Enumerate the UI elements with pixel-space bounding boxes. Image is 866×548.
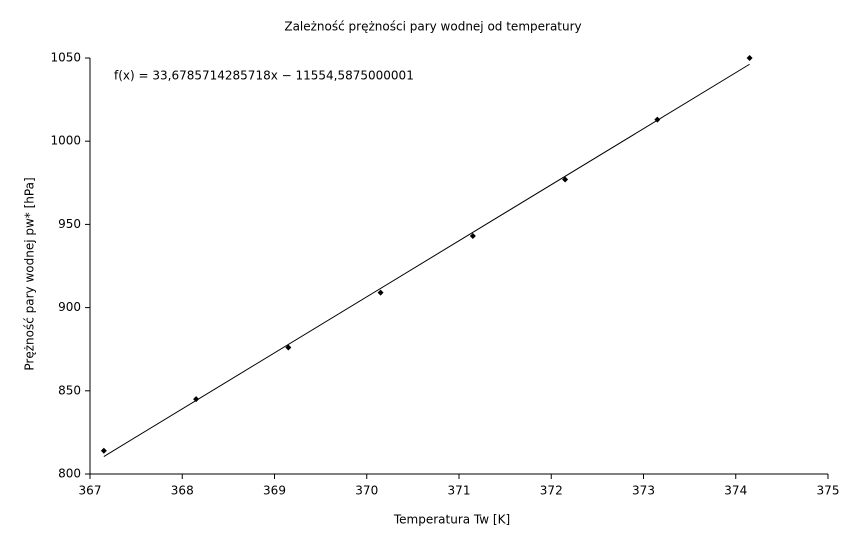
x-axis-label: Temperatura Tw [K] — [393, 513, 510, 527]
x-tick-label: 375 — [817, 484, 840, 498]
x-tick-label: 371 — [448, 484, 471, 498]
data-point — [469, 233, 476, 240]
x-tick-label: 373 — [632, 484, 655, 498]
x-tick-label: 372 — [540, 484, 563, 498]
y-tick-label: 800 — [58, 467, 81, 481]
data-point — [100, 447, 107, 454]
y-tick-label: 900 — [58, 300, 81, 314]
x-tick-label: 368 — [171, 484, 194, 498]
y-axis-label: Prężność pary wodnej pw* [hPa] — [23, 177, 37, 370]
data-point — [193, 396, 200, 403]
annotation: f(x) = 33,6785714285718x − 11554,5875000… — [114, 69, 414, 83]
y-tick-label: 850 — [58, 383, 81, 397]
x-tick-label: 370 — [355, 484, 378, 498]
fit-line — [103, 63, 750, 457]
x-tick-label: 369 — [263, 484, 286, 498]
x-tick-label: 374 — [724, 484, 747, 498]
chart-title: Zależność prężności pary wodnej od tempe… — [284, 20, 581, 34]
y-tick-label: 950 — [58, 217, 81, 231]
y-tick-label: 1000 — [50, 134, 81, 148]
data-point — [562, 176, 569, 183]
x-tick-label: 367 — [79, 484, 102, 498]
data-point — [746, 55, 753, 61]
y-tick-label: 1050 — [50, 51, 81, 65]
data-point — [285, 344, 292, 351]
data-point — [377, 289, 384, 296]
